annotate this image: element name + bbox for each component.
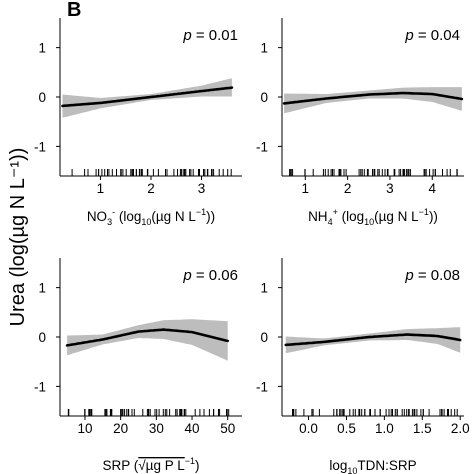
x-tick-label: 10 bbox=[77, 421, 92, 436]
x-axis-label-part: TDN:SRP bbox=[357, 458, 416, 473]
p-symbol: p bbox=[404, 27, 413, 44]
y-tick-label: 0 bbox=[38, 330, 46, 345]
x-axis-label: SRP (√µg P L−1) bbox=[103, 456, 200, 473]
p-value-label: p = 0.04 bbox=[404, 27, 460, 44]
x-tick-label: 2 bbox=[344, 181, 352, 196]
p-symbol: p bbox=[404, 267, 413, 284]
p-symbol: p bbox=[182, 267, 191, 284]
confidence-band bbox=[285, 327, 461, 354]
fit-line bbox=[61, 86, 234, 108]
y-tick-label: 1 bbox=[260, 281, 268, 296]
y-axis-label: Urea (log(µg N L⁻¹)) bbox=[7, 148, 29, 327]
x-axis-label-part: (µg N L bbox=[151, 209, 196, 224]
x-tick-label: 3 bbox=[198, 181, 206, 196]
x-axis-label-part: NH bbox=[308, 209, 328, 224]
rug-marks bbox=[289, 169, 458, 176]
x-tick-label: 0.0 bbox=[299, 421, 318, 436]
x-axis-label: log10TDN:SRP bbox=[329, 458, 416, 474]
x-tick-label: 30 bbox=[149, 421, 164, 436]
x-tick-label: 3 bbox=[386, 181, 394, 196]
x-tick-label: 1 bbox=[97, 181, 105, 196]
x-axis-label-part: - bbox=[112, 207, 115, 217]
y-tick-label: 0 bbox=[260, 330, 268, 345]
x-axis-label-part: + bbox=[333, 207, 338, 217]
y-tick-label: -1 bbox=[256, 139, 268, 154]
x-tick-label: 1.5 bbox=[413, 421, 432, 436]
x-tick-label: 2.0 bbox=[451, 421, 470, 436]
x-axis-label-part: ) bbox=[195, 458, 200, 473]
y-tick-label: -1 bbox=[34, 379, 46, 394]
rug-marks bbox=[67, 409, 230, 416]
rug-marks bbox=[71, 169, 232, 176]
y-tick-label: 0 bbox=[38, 90, 46, 105]
x-axis-label-part: 10 bbox=[347, 466, 357, 474]
x-axis-label-part: NO bbox=[87, 209, 107, 224]
x-axis-label-part: (log bbox=[115, 209, 141, 224]
x-axis-label-part: 10 bbox=[364, 217, 374, 227]
x-axis-label-part: −1 bbox=[196, 207, 206, 217]
p-value-label: p = 0.01 bbox=[182, 27, 238, 44]
x-tick-label: 50 bbox=[220, 421, 235, 436]
p-value: = 0.01 bbox=[192, 27, 238, 44]
p-symbol: p bbox=[182, 27, 191, 44]
x-tick-label: 40 bbox=[185, 421, 200, 436]
x-axis-label-part: log bbox=[329, 458, 347, 473]
x-axis-label-part: (µg N L bbox=[374, 209, 419, 224]
x-axis-label-part: SRP ( bbox=[103, 458, 139, 473]
x-tick-label: 1.0 bbox=[375, 421, 394, 436]
panel-tdn_srp: -1 0 1 0.0 0.5 1.0 1.5 2.0 p = 0.08 log10TDN:SRP bbox=[256, 258, 470, 474]
x-axis-label-part: 3 bbox=[107, 217, 112, 227]
x-axis-label-part: 4 bbox=[328, 217, 333, 227]
x-axis-label: NH4+ (log10(µg N L−1)) bbox=[308, 207, 438, 227]
p-value-label: p = 0.08 bbox=[404, 267, 460, 284]
x-axis-label-part: )) bbox=[429, 209, 438, 224]
y-tick-label: 1 bbox=[260, 41, 268, 56]
p-value-label: p = 0.06 bbox=[182, 267, 238, 284]
x-axis-label-part: (log bbox=[338, 209, 364, 224]
x-axis-label-part: )) bbox=[206, 209, 215, 224]
x-tick-label: 20 bbox=[113, 421, 128, 436]
fit-line bbox=[65, 328, 229, 347]
x-axis-label-part: −1 bbox=[419, 207, 429, 217]
x-tick-label: 0.5 bbox=[337, 421, 356, 436]
y-tick-label: 0 bbox=[260, 90, 268, 105]
y-tick-label: 1 bbox=[38, 41, 46, 56]
confidence-band bbox=[67, 319, 228, 361]
y-tick-label: -1 bbox=[34, 139, 46, 154]
p-value: = 0.04 bbox=[414, 27, 460, 44]
fit-line bbox=[284, 333, 462, 347]
y-tick-label: -1 bbox=[256, 379, 268, 394]
x-axis-label-part: 10 bbox=[141, 217, 151, 227]
x-tick-label: 4 bbox=[428, 181, 436, 196]
rug-marks bbox=[292, 409, 458, 416]
p-value: = 0.08 bbox=[414, 267, 460, 284]
x-axis-label: NO3- (log10(µg N L−1)) bbox=[87, 207, 215, 227]
y-tick-label: 1 bbox=[38, 281, 46, 296]
x-axis-label-part: √µg P L bbox=[138, 458, 185, 473]
x-tick-label: 1 bbox=[302, 181, 310, 196]
x-tick-label: 2 bbox=[147, 181, 155, 196]
x-axis-label-part: −1 bbox=[185, 456, 195, 466]
p-value: = 0.06 bbox=[192, 267, 238, 284]
panel-srp: -1 0 1 10 20 30 40 50 p = 0.06 SRP (√µg P L−1) bbox=[34, 258, 242, 473]
fit-line bbox=[282, 91, 464, 105]
panel-letter: B bbox=[67, 0, 81, 21]
